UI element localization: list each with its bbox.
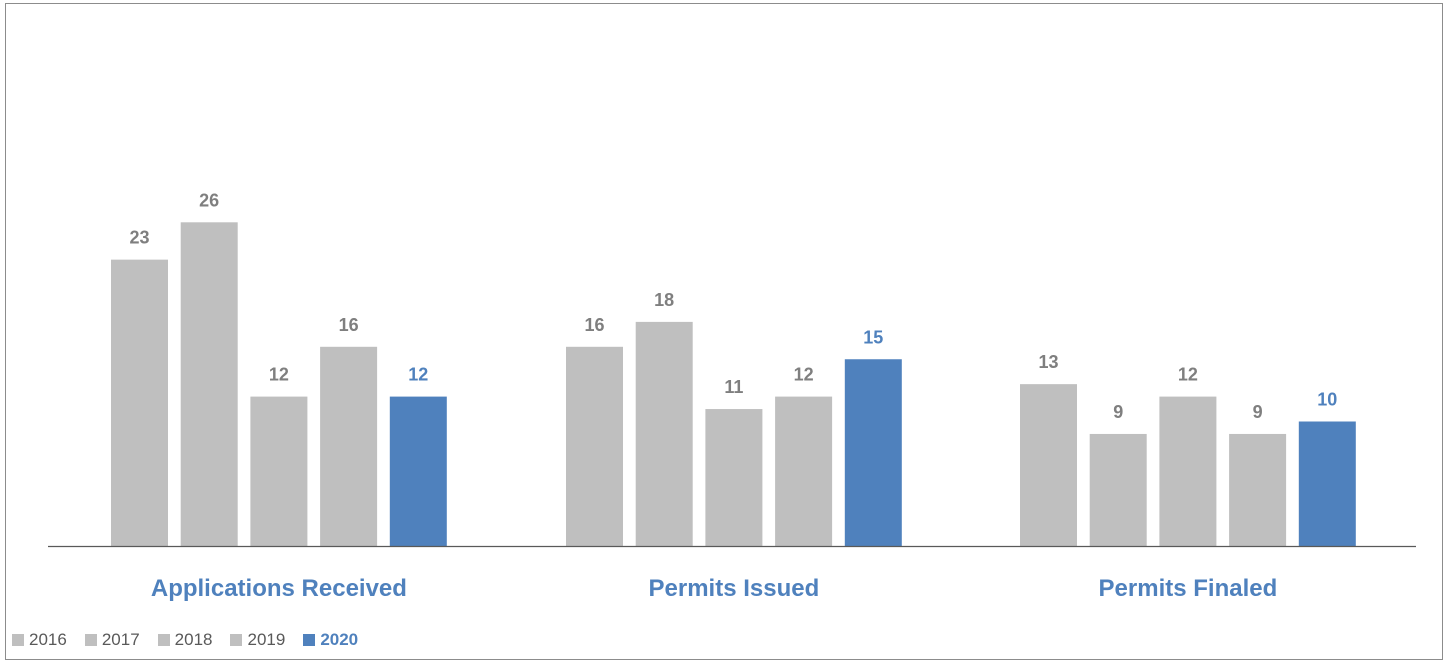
data-label-permits-issued-2016: 16 [584, 315, 604, 335]
bar-permits-issued-2018 [705, 409, 763, 546]
bar-permits-finaled-2019 [1229, 433, 1287, 546]
legend-label-2019: 2019 [247, 630, 286, 649]
legend-item-2020: 2020 [303, 630, 358, 650]
data-label-permits-issued-2020: 15 [863, 327, 883, 347]
legend-label-2018: 2018 [174, 630, 213, 649]
legend-item-2019: 2019 [230, 630, 285, 650]
data-label-applications-received-2020: 12 [408, 365, 428, 385]
legend-item-2017: 2017 [84, 630, 140, 650]
category-label-permits-issued: Permits Issued [649, 575, 820, 602]
bar-applications-received-2016 [111, 259, 168, 546]
bar-permits-finaled-2020 [1298, 421, 1356, 546]
data-label-permits-finaled-2018: 12 [1178, 365, 1198, 385]
data-label-permits-finaled-2017: 9 [1113, 402, 1123, 422]
category-label-permits-finaled: Permits Finaled [1099, 575, 1278, 602]
data-label-permits-issued-2019: 12 [794, 365, 814, 385]
legend-swatch-2016 [12, 634, 24, 646]
bar-permits-finaled-2018 [1159, 396, 1217, 546]
legend-item-2018: 2018 [157, 630, 213, 650]
data-label-applications-received-2018: 12 [269, 365, 289, 385]
bar-permits-issued-2020 [844, 359, 902, 546]
data-label-applications-received-2017: 26 [199, 190, 219, 210]
chart-frame [5, 3, 1443, 660]
data-label-permits-issued-2017: 18 [654, 290, 674, 310]
bar-permits-finaled-2017 [1089, 433, 1147, 546]
data-label-applications-received-2016: 23 [129, 228, 149, 248]
bar-permits-issued-2017 [635, 321, 693, 546]
data-label-applications-received-2019: 16 [339, 315, 359, 335]
legend-swatch-2019 [230, 634, 243, 646]
bar-applications-received-2017 [180, 222, 238, 547]
data-label-permits-finaled-2020: 10 [1317, 390, 1337, 410]
legend-label-2017: 2017 [101, 630, 140, 649]
bar-permits-issued-2016 [566, 346, 623, 546]
bar-permits-finaled-2016 [1020, 384, 1077, 546]
data-label-permits-finaled-2016: 13 [1038, 352, 1058, 372]
legend: 2016 2017 2018 2019 2020 [12, 630, 376, 650]
bar-applications-received-2018 [250, 396, 308, 546]
legend-swatch-2020 [303, 634, 316, 646]
legend-label-2016: 2016 [29, 630, 67, 649]
bar-permits-issued-2019 [775, 396, 833, 546]
data-label-permits-issued-2018: 11 [724, 377, 743, 397]
data-label-permits-finaled-2019: 9 [1253, 402, 1263, 422]
legend-label-2020: 2020 [320, 630, 359, 649]
bar-applications-received-2019 [320, 346, 378, 546]
legend-item-2016: 2016 [12, 630, 67, 650]
legend-swatch-2018 [157, 634, 170, 646]
category-label-applications-received: Applications Received [151, 575, 407, 602]
legend-swatch-2017 [84, 634, 97, 646]
bar-applications-received-2020 [389, 396, 447, 546]
